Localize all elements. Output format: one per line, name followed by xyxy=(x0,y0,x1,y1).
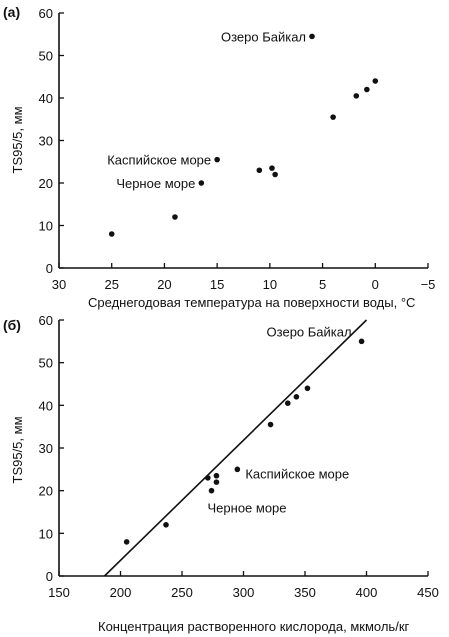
x-tick-label: 20 xyxy=(157,277,171,292)
x-tick-label: 450 xyxy=(417,585,439,600)
x-tick-label: 5 xyxy=(319,277,326,292)
panel-label-a: (a) xyxy=(3,4,20,20)
data-point xyxy=(198,180,205,186)
data-point xyxy=(214,156,220,163)
y-tick-label: 60 xyxy=(39,313,53,328)
y-tick-label: 30 xyxy=(39,441,53,456)
y-axis-label-a: TS95/5, мм xyxy=(10,106,25,173)
data-point xyxy=(284,400,291,406)
data-point xyxy=(272,171,278,178)
x-tick-label: 0 xyxy=(372,277,379,292)
data-point xyxy=(256,167,263,174)
x-axis-label-a: Среднегодовая температура на поверхности… xyxy=(88,295,415,310)
y-tick-label: 40 xyxy=(39,91,53,106)
x-tick-label: 15 xyxy=(210,277,224,292)
data-point xyxy=(269,165,275,171)
x-tick-label: 200 xyxy=(110,585,132,600)
y-tick-label: 20 xyxy=(39,484,53,499)
data-point xyxy=(353,93,360,99)
data-point xyxy=(372,78,379,84)
chart-b-oxygen-scatter: 150 200 250 300 350 400 450 0 10 20 30 40 50 60 Озеро… xyxy=(3,313,439,634)
y-axis-label-b: TS95/5, мм xyxy=(10,416,25,483)
data-point xyxy=(309,33,315,40)
y-tick-label: 40 xyxy=(39,398,53,413)
y-tick-label: 0 xyxy=(46,569,53,584)
panel-label-b: (б) xyxy=(3,317,21,333)
x-tick-label: 150 xyxy=(48,585,70,600)
data-point xyxy=(108,231,115,237)
annotation-label: Черное море xyxy=(116,176,195,191)
y-tick-label: 10 xyxy=(39,526,53,541)
data-point xyxy=(205,475,211,481)
trend-line xyxy=(103,319,368,577)
x-tick-label: 400 xyxy=(356,585,378,600)
y-tick-label: 20 xyxy=(39,176,53,191)
x-axis-label-b: Концентрация растворенного кислорода, мк… xyxy=(98,619,410,634)
data-point xyxy=(293,394,300,400)
data-point xyxy=(208,487,215,494)
x-tick-label: 350 xyxy=(294,585,316,600)
y-tick-label: 50 xyxy=(39,356,53,371)
data-point xyxy=(213,472,220,479)
annotation-label: Каспийское море xyxy=(245,466,349,481)
y-tick-label: 30 xyxy=(39,134,53,149)
data-point xyxy=(123,539,130,545)
annotation-label: Черное море xyxy=(208,501,287,516)
y-tick-label: 0 xyxy=(46,261,53,276)
y-tick-label: 50 xyxy=(39,49,53,64)
x-tick-label: 300 xyxy=(233,585,255,600)
x-tick-label: 25 xyxy=(104,277,118,292)
data-point xyxy=(267,421,274,428)
annotation-label: Каспийское море xyxy=(107,153,211,168)
x-tick-label: 10 xyxy=(263,277,277,292)
y-tick-label: 60 xyxy=(39,6,53,21)
data-point xyxy=(213,479,220,485)
annotation-label: Озеро Байкал xyxy=(267,324,352,339)
annotation-label: Озеро Байкал xyxy=(221,29,306,44)
x-tick-label: −5 xyxy=(421,277,436,292)
data-point xyxy=(364,86,370,93)
data-point xyxy=(234,466,241,473)
y-tick-label: 10 xyxy=(39,219,53,234)
data-point xyxy=(304,385,311,392)
x-tick-label: 30 xyxy=(52,277,66,292)
data-point xyxy=(330,114,336,120)
data-point xyxy=(358,338,365,345)
data-point xyxy=(163,522,169,528)
data-point xyxy=(172,214,178,220)
x-tick-label: 250 xyxy=(171,585,193,600)
